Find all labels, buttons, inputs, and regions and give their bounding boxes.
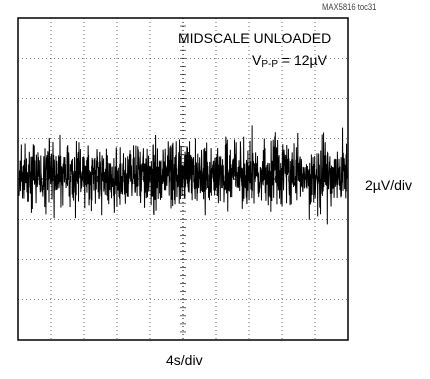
vpp-value: = 12µV	[278, 52, 327, 68]
vpp-subscript: P-P	[261, 59, 279, 70]
noise-trace	[18, 125, 348, 225]
vpp-label: VP-P = 12µV	[252, 52, 327, 70]
figure-id-label: MAX5816 toc31	[322, 2, 377, 12]
x-scale-label: 4s/div	[166, 352, 203, 368]
y-scale-label: 2µV/div	[365, 177, 412, 193]
vpp-prefix: V	[252, 52, 262, 68]
condition-label: MIDSCALE UNLOADED	[178, 30, 332, 46]
